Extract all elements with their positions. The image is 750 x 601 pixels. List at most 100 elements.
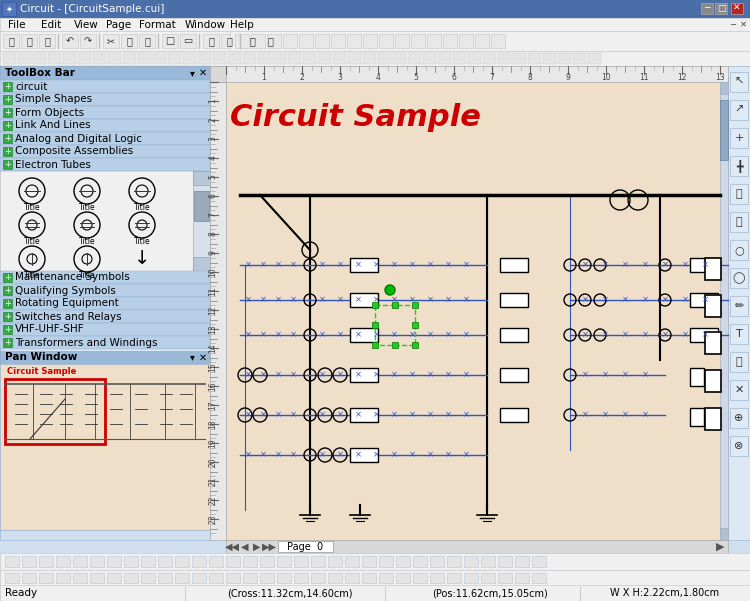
Text: ×: × [445, 451, 452, 460]
Text: +: + [4, 134, 11, 143]
FancyBboxPatch shape [372, 302, 378, 308]
Text: □: □ [717, 4, 725, 13]
FancyBboxPatch shape [705, 295, 721, 317]
FancyBboxPatch shape [123, 53, 136, 64]
FancyBboxPatch shape [103, 34, 119, 48]
Text: Title: Title [24, 237, 40, 246]
FancyBboxPatch shape [153, 53, 166, 64]
Text: (Pos:11.62cm,15.05cm): (Pos:11.62cm,15.05cm) [432, 588, 548, 598]
Text: ×: × [581, 410, 589, 419]
Text: +: + [4, 299, 11, 308]
FancyBboxPatch shape [0, 93, 210, 106]
Text: +: + [734, 133, 744, 143]
Text: ⌒: ⌒ [736, 189, 742, 199]
Text: ○: ○ [734, 245, 744, 255]
Text: ×: × [290, 296, 296, 305]
FancyBboxPatch shape [267, 34, 281, 48]
FancyBboxPatch shape [427, 34, 441, 48]
Text: Transformers and Windings: Transformers and Windings [15, 338, 158, 347]
FancyBboxPatch shape [0, 585, 750, 601]
FancyBboxPatch shape [393, 53, 406, 64]
FancyBboxPatch shape [5, 556, 19, 567]
FancyBboxPatch shape [500, 368, 528, 382]
FancyBboxPatch shape [396, 556, 410, 567]
Text: ×: × [274, 260, 281, 269]
Text: ✕: ✕ [734, 385, 744, 395]
Text: 📂: 📂 [26, 36, 32, 46]
Text: ×: × [274, 410, 281, 419]
FancyBboxPatch shape [230, 31, 750, 51]
FancyBboxPatch shape [345, 573, 359, 583]
FancyBboxPatch shape [244, 34, 260, 48]
Text: 9: 9 [566, 73, 571, 82]
Text: ×: × [355, 370, 362, 379]
Text: Title: Title [24, 272, 40, 281]
FancyBboxPatch shape [3, 134, 12, 143]
Text: ×: × [602, 260, 608, 269]
FancyBboxPatch shape [235, 34, 249, 48]
FancyBboxPatch shape [3, 338, 12, 347]
Text: ×: × [274, 331, 281, 340]
Text: ×: × [391, 370, 398, 379]
FancyBboxPatch shape [730, 240, 748, 260]
Text: 4: 4 [376, 73, 380, 82]
Text: circuit: circuit [15, 82, 47, 91]
FancyBboxPatch shape [2, 2, 16, 16]
Text: W X H:2.22cm,1.80cm: W X H:2.22cm,1.80cm [610, 588, 719, 598]
FancyBboxPatch shape [459, 34, 473, 48]
FancyBboxPatch shape [447, 573, 461, 583]
FancyBboxPatch shape [124, 573, 138, 583]
FancyBboxPatch shape [21, 34, 37, 48]
FancyBboxPatch shape [192, 556, 206, 567]
FancyBboxPatch shape [350, 293, 378, 307]
Text: Ready: Ready [5, 588, 37, 598]
FancyBboxPatch shape [515, 573, 529, 583]
FancyBboxPatch shape [500, 328, 528, 342]
Text: ×: × [290, 451, 296, 460]
FancyBboxPatch shape [348, 53, 361, 64]
Text: ×: × [290, 410, 296, 419]
FancyBboxPatch shape [363, 53, 376, 64]
FancyBboxPatch shape [0, 271, 210, 284]
FancyBboxPatch shape [0, 336, 210, 349]
FancyBboxPatch shape [3, 286, 12, 295]
FancyBboxPatch shape [558, 53, 571, 64]
Circle shape [385, 285, 395, 295]
Text: ↶: ↶ [66, 36, 74, 46]
Text: 7: 7 [490, 73, 494, 82]
Text: ×: × [355, 331, 362, 340]
Text: ×: × [373, 451, 380, 460]
Text: Circuit - [CircuitSample.cui]: Circuit - [CircuitSample.cui] [20, 4, 164, 14]
Text: Help: Help [230, 19, 254, 29]
Text: ✕: ✕ [740, 19, 746, 28]
FancyBboxPatch shape [0, 66, 210, 80]
FancyBboxPatch shape [500, 408, 528, 422]
FancyBboxPatch shape [423, 53, 436, 64]
FancyBboxPatch shape [175, 556, 189, 567]
Text: 1: 1 [262, 73, 266, 82]
FancyBboxPatch shape [532, 573, 546, 583]
FancyBboxPatch shape [350, 328, 378, 342]
Text: ×: × [682, 296, 688, 305]
Text: ×: × [319, 410, 326, 419]
FancyBboxPatch shape [311, 573, 325, 583]
FancyBboxPatch shape [705, 258, 721, 280]
Text: 3: 3 [338, 73, 343, 82]
FancyBboxPatch shape [362, 556, 376, 567]
Text: ×: × [373, 410, 380, 419]
FancyBboxPatch shape [705, 332, 721, 354]
FancyBboxPatch shape [0, 323, 210, 336]
Text: ×: × [337, 451, 344, 460]
FancyBboxPatch shape [730, 436, 748, 456]
FancyBboxPatch shape [0, 553, 750, 570]
FancyBboxPatch shape [243, 556, 257, 567]
FancyBboxPatch shape [3, 147, 12, 156]
Text: ▭: ▭ [183, 36, 193, 46]
Text: 16: 16 [209, 381, 218, 391]
FancyBboxPatch shape [730, 380, 748, 400]
FancyBboxPatch shape [39, 34, 55, 48]
Text: ×: × [319, 331, 326, 340]
Text: ×: × [337, 331, 344, 340]
FancyBboxPatch shape [3, 273, 12, 282]
Text: ×: × [602, 410, 608, 419]
